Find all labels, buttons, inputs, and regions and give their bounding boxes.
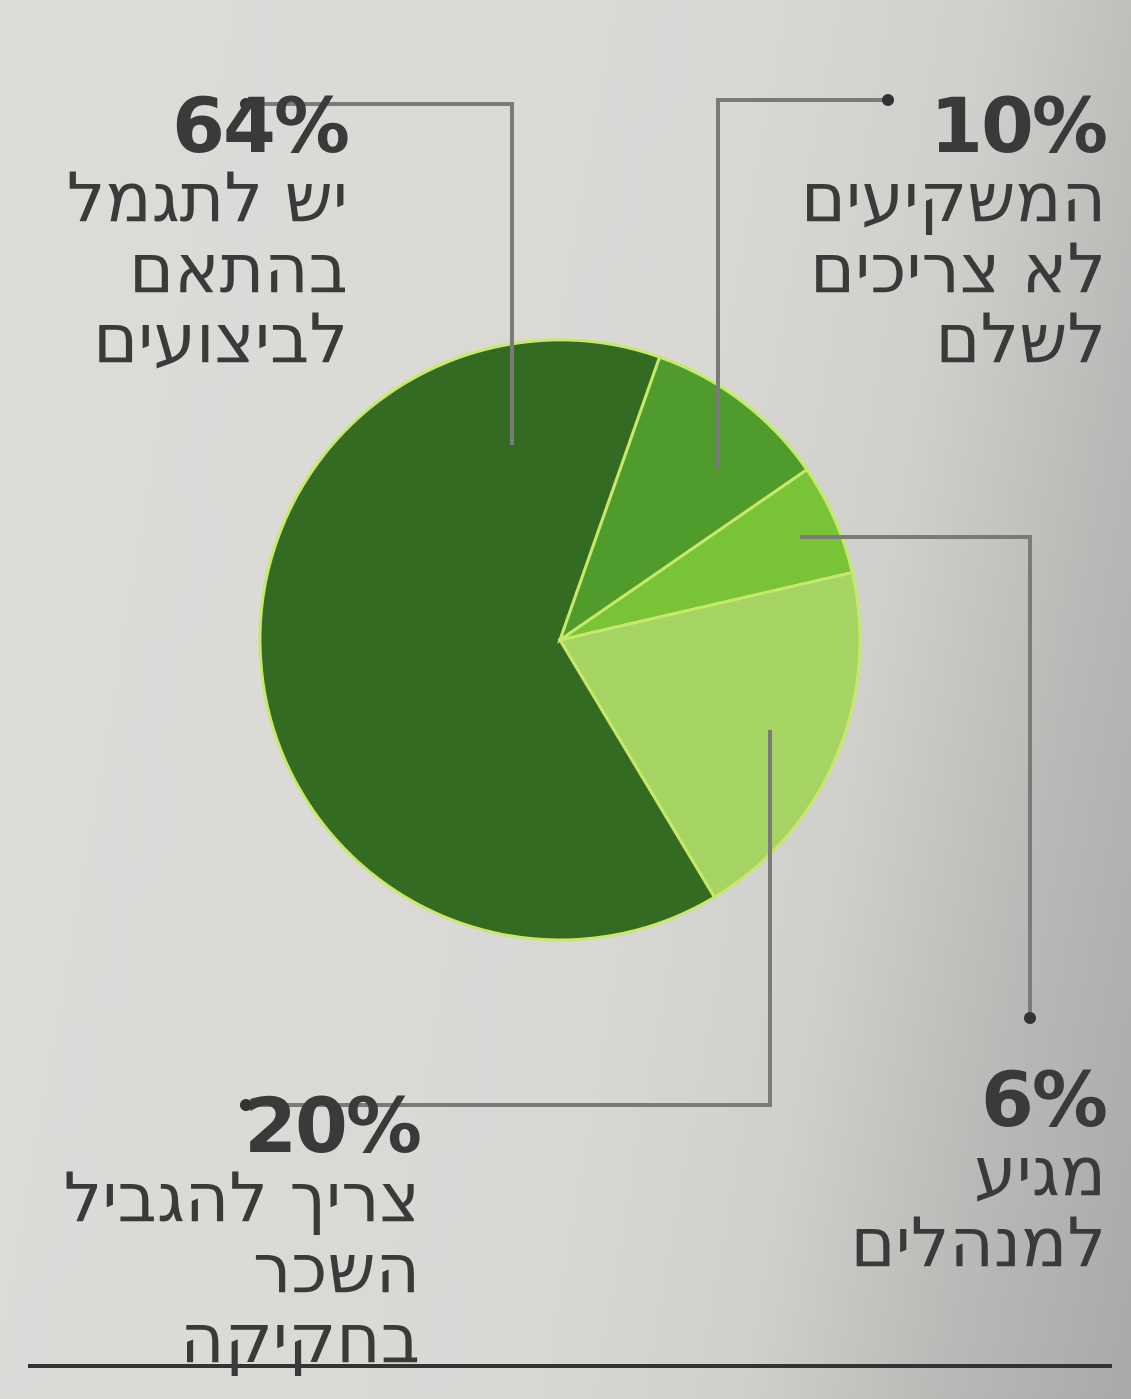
pie-slice xyxy=(258,338,717,942)
label-10: 10% המשקיעים לא צריכים לשלם xyxy=(720,81,1108,380)
leader-dot xyxy=(240,98,252,110)
leader-dot xyxy=(240,1099,252,1111)
slice-value-label: 64% xyxy=(172,81,350,170)
slice-value-label: 10% xyxy=(930,81,1108,170)
leader-line xyxy=(246,730,772,1107)
pie-slice xyxy=(557,570,862,900)
slice-label-line: המשקיעים xyxy=(800,159,1106,238)
slice-label-line: לשלם xyxy=(935,300,1106,380)
leader-line xyxy=(800,535,1032,1018)
leader-dot xyxy=(882,94,894,106)
pie-slices xyxy=(258,338,862,942)
slice-label-line: השכר בחקיקה xyxy=(180,1229,420,1380)
slice-label-line: לביצועים xyxy=(93,300,348,380)
leader-dot xyxy=(1024,1012,1036,1024)
slice-label-line: בהתאם xyxy=(128,229,348,309)
label-6: 6% מגיע למנהלים xyxy=(800,1055,1108,1283)
slice-value-label: 6% xyxy=(980,1055,1108,1144)
pie-slice xyxy=(557,355,810,644)
leader-line xyxy=(246,102,514,445)
label-64: 64% יש לתגמל בהתאם לביצועים xyxy=(28,81,350,380)
label-20: 20% צריך להגביל השכר בחקיקה xyxy=(20,1081,422,1380)
slice-value-label: 20% xyxy=(244,1081,422,1170)
slice-label-line: מגיע xyxy=(974,1133,1106,1212)
slice-label-line: יש לתגמל xyxy=(66,159,348,238)
leader-lines xyxy=(240,94,1036,1111)
leader-line xyxy=(716,98,888,470)
slice-label-line: לא צריכים xyxy=(810,229,1106,309)
slice-label-line: למנהלים xyxy=(850,1203,1106,1283)
slice-label-line: צריך להגביל xyxy=(63,1159,420,1238)
